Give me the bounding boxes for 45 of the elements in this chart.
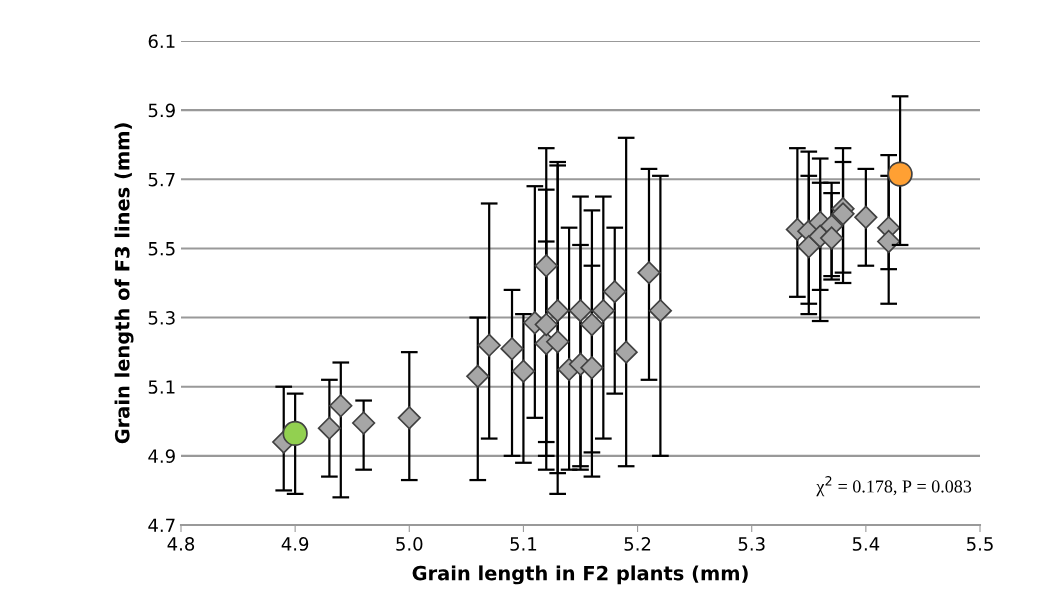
- y-tick-label: 5.3: [148, 311, 175, 325]
- point: [603, 280, 627, 304]
- point: [614, 340, 638, 364]
- y-axis-title: Grain length of F3 lines (mm): [114, 123, 134, 444]
- point: [580, 356, 604, 380]
- y-tick-label: 4.7: [148, 518, 175, 532]
- y-tick-label: 6.1: [148, 34, 175, 49]
- x-tick-label: 5.3: [738, 537, 765, 551]
- y-tick-label: 4.9: [148, 449, 175, 463]
- x-tick-label: 5.2: [624, 537, 651, 551]
- point: [534, 312, 558, 337]
- point: [580, 312, 604, 337]
- point: [351, 411, 376, 435]
- point: [466, 364, 490, 388]
- y-tick-label: 5.7: [148, 172, 175, 187]
- x-tick-label: 4.9: [281, 537, 309, 551]
- point: [534, 254, 558, 278]
- point: [648, 299, 673, 323]
- point: [329, 394, 353, 418]
- x-tick-label: 5.1: [510, 537, 537, 551]
- y-tick-label: 5.9: [148, 103, 175, 118]
- point: [819, 226, 844, 250]
- x-tick-label: 5.0: [396, 537, 423, 551]
- annotation: χ$^{2}$ = 0.178, P = 0.083: [816, 476, 972, 497]
- point: [546, 299, 570, 323]
- point: [477, 333, 501, 357]
- point: [637, 260, 661, 285]
- point: [591, 299, 615, 323]
- point: [282, 420, 308, 447]
- point: [546, 330, 570, 354]
- x-tick-label: 5.4: [852, 537, 880, 551]
- x-tick-label: 5.5: [967, 537, 993, 551]
- y-tick-label: 5.1: [148, 380, 175, 394]
- y-tick-label: 5.5: [148, 242, 175, 256]
- point: [854, 205, 878, 229]
- point: [500, 337, 524, 361]
- point: [887, 161, 913, 187]
- point: [397, 406, 421, 430]
- x-tick-label: 4.8: [167, 537, 195, 551]
- point: [877, 229, 901, 254]
- x-axis-title: Grain length in F2 plants (mm): [412, 565, 748, 585]
- point: [317, 416, 342, 440]
- point: [831, 202, 855, 226]
- point: [568, 299, 593, 323]
- point: [511, 359, 536, 383]
